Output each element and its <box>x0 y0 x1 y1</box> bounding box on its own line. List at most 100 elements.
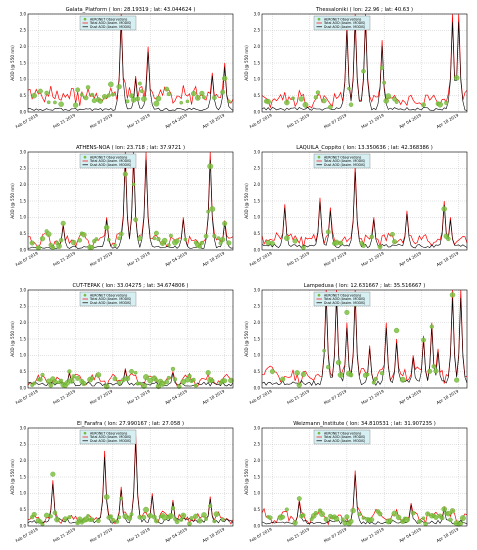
aeronet-observation-point <box>91 98 97 104</box>
aeronet-observation-point <box>110 517 116 523</box>
x-tick-label: Feb 21 2019 <box>52 112 76 129</box>
aeronet-observation-point <box>113 243 117 247</box>
x-tick-label: Feb 21 2019 <box>286 250 310 267</box>
legend-observation-marker <box>83 17 87 21</box>
aeronet-observation-point <box>296 496 302 501</box>
aeronet-observation-point <box>369 517 375 523</box>
aeronet-observation-point <box>77 238 82 243</box>
aeronet-observation-point <box>112 376 118 382</box>
aeronet-observation-point <box>191 377 196 382</box>
aeronet-observation-point <box>43 512 50 519</box>
chart-panel-1: 0.0 0.5 1.0 1.5 2.0 2.5 3.0 Feb 07 2019 Feb 21 2… <box>10 7 234 130</box>
dust-aod-line <box>261 21 468 111</box>
aeronet-observation-point <box>333 516 340 522</box>
aeronet-observation-point <box>390 231 395 237</box>
aeronet-observation-point <box>404 516 410 523</box>
aeronet-observation-point <box>206 209 210 214</box>
legend-observation-marker <box>317 431 321 435</box>
x-tick-label: Feb 07 2019 <box>15 112 39 129</box>
aeronet-observation-point <box>392 239 398 245</box>
y-tick-label: 0.0 <box>20 247 27 252</box>
aeronet-observation-point <box>315 90 321 95</box>
y-axis-label: AOD (@ 550 nm) <box>244 45 249 81</box>
aeronet-observation-point <box>446 236 451 242</box>
aeronet-observation-point <box>417 519 422 524</box>
aeronet-observation-point <box>226 240 232 246</box>
aeronet-observation-point <box>228 377 234 384</box>
aeronet-observation-point <box>302 101 309 108</box>
y-tick-label: 3.0 <box>20 11 27 16</box>
aeronet-observation-point <box>44 90 49 96</box>
x-tick-label: Feb 21 2019 <box>286 112 310 129</box>
x-tick-label: Mar 07 2019 <box>89 250 114 267</box>
legend-label: AERONET Observations <box>90 293 128 297</box>
aeronet-observation-point <box>126 515 133 521</box>
aeronet-observation-point <box>423 521 428 527</box>
aeronet-observation-point <box>141 515 147 520</box>
aeronet-observation-point <box>437 101 443 108</box>
aeronet-observation-point <box>168 233 173 238</box>
aeronet-observation-point <box>340 517 345 522</box>
aeronet-observation-point <box>439 515 445 521</box>
aeronet-observation-point <box>296 382 302 388</box>
y-tick-label: 1.0 <box>20 77 27 82</box>
legend-label: Total AOD (Assim. MODIS) <box>323 297 365 301</box>
aeronet-observation-point <box>449 508 456 514</box>
total-aod-line <box>261 165 468 248</box>
x-tick-label: Feb 21 2019 <box>52 388 76 405</box>
aeronet-observation-point <box>172 377 178 382</box>
panel-title: LAQUILA_Coppito ( lon: 13.350636 ; lat: … <box>296 145 433 151</box>
aeronet-observation-point <box>81 232 87 238</box>
y-tick-label: 1.0 <box>254 491 261 496</box>
aeronet-observation-point <box>208 503 213 509</box>
aeronet-observation-point <box>117 236 122 241</box>
aeronet-observation-point <box>201 512 207 518</box>
legend-observation-marker <box>317 155 321 159</box>
panel-title: Thessaloniki ( lon: 22.96 ; lat: 40.63 ) <box>315 7 413 13</box>
aeronet-observation-point <box>203 233 209 239</box>
aeronet-observation-point <box>85 85 91 90</box>
y-tick-label: 3.0 <box>20 287 27 292</box>
x-tick-label: Feb 07 2019 <box>249 250 273 267</box>
aeronet-observation-point <box>180 512 187 519</box>
aeronet-observation-point <box>156 236 161 242</box>
legend-label: AERONET Observations <box>324 431 362 435</box>
y-tick-label: 2.5 <box>20 28 27 33</box>
y-tick-label: 2.5 <box>254 166 261 171</box>
aeronet-observation-point <box>155 95 162 102</box>
aeronet-observation-point <box>106 237 111 242</box>
x-tick-label: Feb 07 2019 <box>249 112 273 129</box>
aeronet-observation-point <box>344 514 350 520</box>
aeronet-observation-point <box>141 383 147 389</box>
aeronet-observation-point <box>161 514 168 521</box>
y-tick-label: 0.0 <box>254 109 261 114</box>
aeronet-observation-point <box>377 244 383 250</box>
aeronet-observation-point <box>347 86 351 91</box>
aeronet-observation-point <box>292 520 298 526</box>
aeronet-observation-point <box>40 372 45 377</box>
y-tick-label: 0.5 <box>20 507 27 512</box>
aeronet-observation-point <box>130 97 137 103</box>
aeronet-observation-point <box>197 244 202 249</box>
aeronet-observation-point <box>81 380 87 387</box>
aeronet-observation-point <box>164 86 170 92</box>
aeronet-observation-point <box>410 510 416 516</box>
aeronet-observation-point <box>94 237 99 241</box>
aeronet-observation-point <box>292 238 298 244</box>
aeronet-observation-point <box>433 368 439 374</box>
y-tick-label: 0.5 <box>254 231 261 236</box>
aeronet-observation-point <box>348 372 354 378</box>
aeronet-observation-point <box>80 92 84 97</box>
y-tick-label: 0.0 <box>254 385 261 390</box>
y-tick-label: 1.0 <box>20 215 27 220</box>
aeronet-observation-point <box>394 100 399 104</box>
aeronet-observation-point <box>122 171 128 177</box>
x-tick-label: Feb 21 2019 <box>52 250 76 267</box>
x-tick-label: Feb 07 2019 <box>249 388 273 405</box>
legend-label: Total AOD (Assim. MODIS) <box>323 435 365 439</box>
legend-box <box>79 15 137 31</box>
x-tick-label: Feb 07 2019 <box>15 388 39 405</box>
aeronet-observation-point <box>166 375 171 380</box>
